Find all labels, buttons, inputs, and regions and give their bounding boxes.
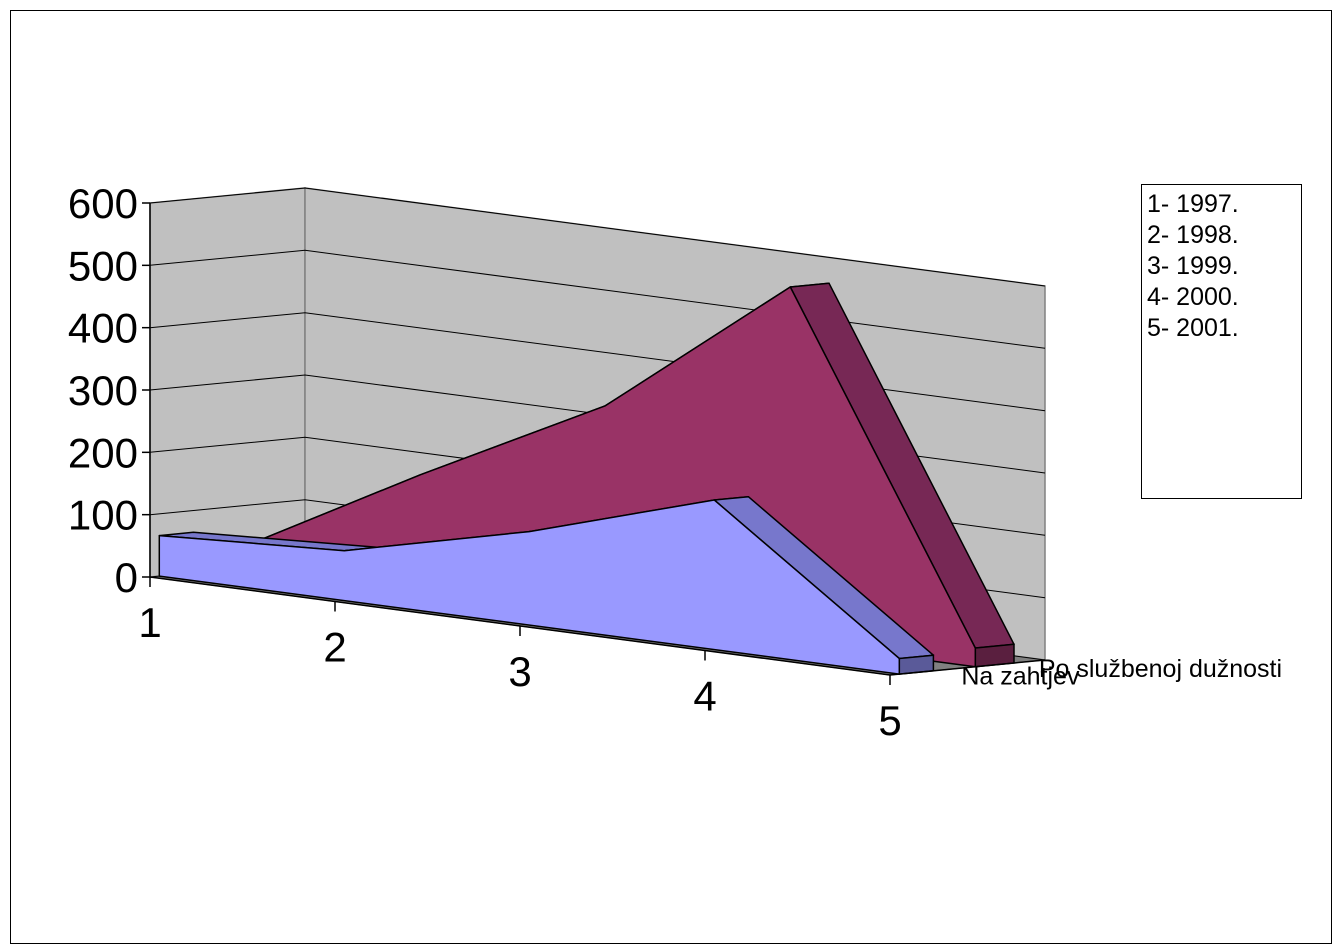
z-axis-line bbox=[889, 659, 1046, 676]
y-tick-label-500: 500 bbox=[68, 242, 138, 289]
series-label-0: Na zahtjev bbox=[961, 662, 1080, 690]
legend-entry-3: 3- 1999. bbox=[1147, 252, 1239, 280]
y-tick-label-400: 400 bbox=[68, 305, 138, 352]
x-tick-label-4: 4 bbox=[693, 673, 716, 720]
series-label-1: Po službenoj dužnosti bbox=[1039, 655, 1282, 683]
legend-entry-4: 4- 2000. bbox=[1147, 283, 1239, 311]
legend-entry-2: 2- 1998. bbox=[1147, 221, 1239, 249]
y-tick-label-300: 300 bbox=[68, 367, 138, 414]
x-tick-label-2: 2 bbox=[323, 624, 346, 671]
x-tick-label-1: 1 bbox=[138, 599, 161, 646]
y-tick-label-100: 100 bbox=[68, 492, 138, 539]
y-tick-label-0: 0 bbox=[115, 554, 138, 601]
series-0-front bbox=[158, 499, 901, 675]
y-tick-label-200: 200 bbox=[68, 429, 138, 476]
legend-entry-5: 5- 2001. bbox=[1147, 314, 1239, 342]
x-tick-label-5: 5 bbox=[878, 697, 901, 744]
axes bbox=[142, 202, 1046, 685]
x-tick-label-3: 3 bbox=[508, 648, 531, 695]
legend: 1- 1997. 2- 1998. 3- 1999. 4- 2000. 5- 2… bbox=[1141, 184, 1302, 499]
series-front-layer bbox=[158, 495, 935, 675]
series-0 bbox=[158, 495, 935, 675]
gridline-600 bbox=[149, 187, 1046, 287]
y-tick-label-600: 600 bbox=[68, 180, 138, 227]
legend-entry-1: 1- 1997. bbox=[1147, 190, 1239, 218]
